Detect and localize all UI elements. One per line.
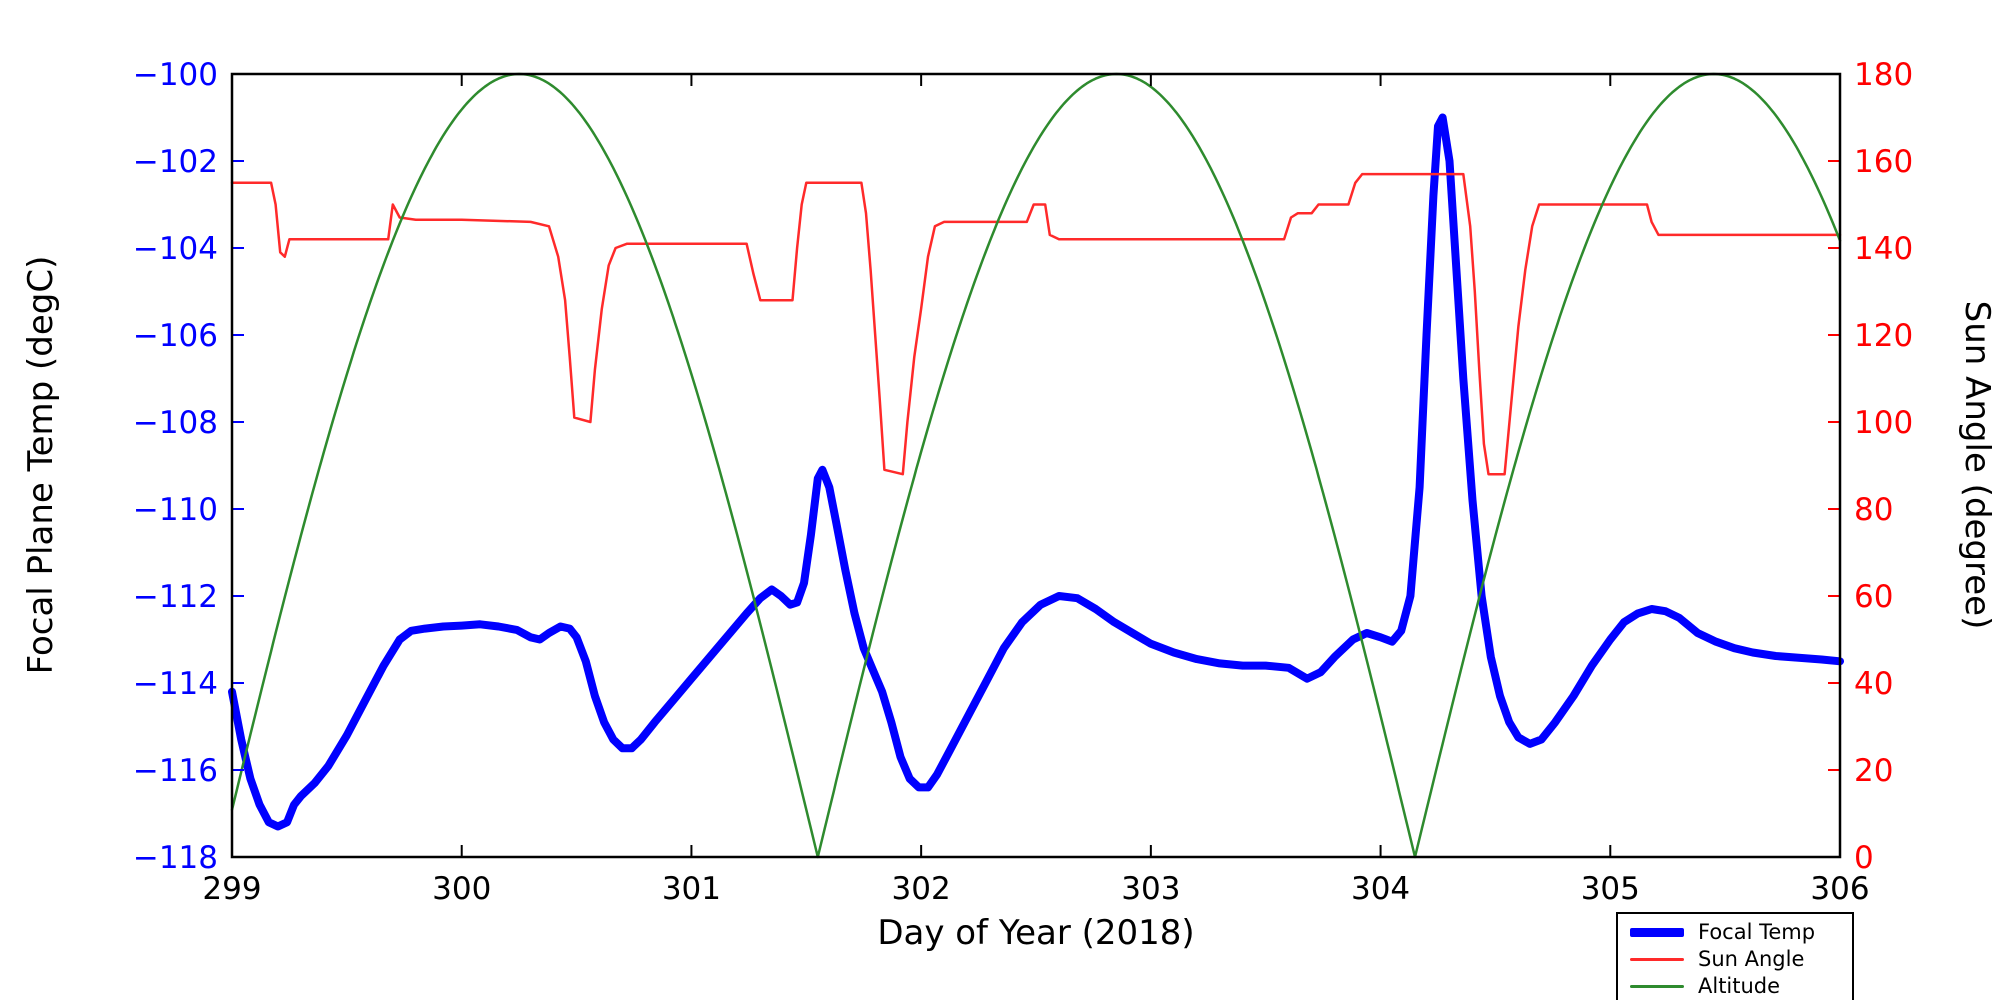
right-tick-label: 140 [1854,231,1913,267]
plot-root: 299 300 301 302 303 304 305 306 −118 −116 −114 −112… [133,57,1913,907]
left-tick-label: −116 [133,753,218,789]
legend-line-sample [1630,984,1684,988]
x-tick-label: 300 [432,871,491,907]
left-tick-label: −114 [133,666,218,702]
left-tick-label: −104 [133,231,218,267]
right-axis-label: Sun Angle (degree) [1957,301,1997,630]
left-axis-label: Focal Plane Temp (degC) [21,256,61,675]
x-tick-label: 299 [202,871,261,907]
axes-frame [230,72,1842,859]
left-tick-label: −108 [133,405,218,441]
legend-line-sample [1630,957,1684,961]
x-tick-label: 304 [1351,871,1410,907]
right-tick-label: 20 [1854,753,1893,789]
legend-item: Altitude [1630,975,1840,997]
x-tick-label: 303 [1121,871,1180,907]
left-tick-label: −112 [133,579,218,615]
right-tick-label: 120 [1854,318,1913,354]
series-altitude [230,72,1842,859]
right-tick-label: 160 [1854,144,1913,180]
series-focal-temp [228,113,1844,831]
series-sun-angle [230,172,1842,476]
left-tick-label: −102 [133,144,218,180]
legend: Focal Temp Sun Angle Altitude [1616,912,1854,1000]
right-tick-label: 180 [1854,57,1913,93]
x-tick-label: 306 [1810,871,1869,907]
legend-line-sample [1630,927,1684,937]
legend-item: Focal Temp [1630,921,1840,943]
legend-label: Sun Angle [1698,947,1805,971]
x-tick-label: 302 [892,871,951,907]
right-tick-label: 40 [1854,666,1893,702]
x-tick-label: 305 [1581,871,1640,907]
right-tick-label: 100 [1854,405,1913,441]
legend-item: Sun Angle [1630,948,1840,970]
right-tick-label: 60 [1854,579,1893,615]
legend-label: Focal Temp [1698,920,1816,944]
right-tick-label: 0 [1854,840,1874,876]
left-tick-label: −110 [133,492,218,528]
left-tick-label: −118 [133,840,218,876]
left-tick-label: −106 [133,318,218,354]
x-axis-label: Day of Year (2018) [877,913,1194,953]
legend-label: Altitude [1698,974,1781,998]
right-tick-label: 80 [1854,492,1893,528]
x-tick-label: 301 [662,871,721,907]
left-tick-label: −100 [133,57,218,93]
